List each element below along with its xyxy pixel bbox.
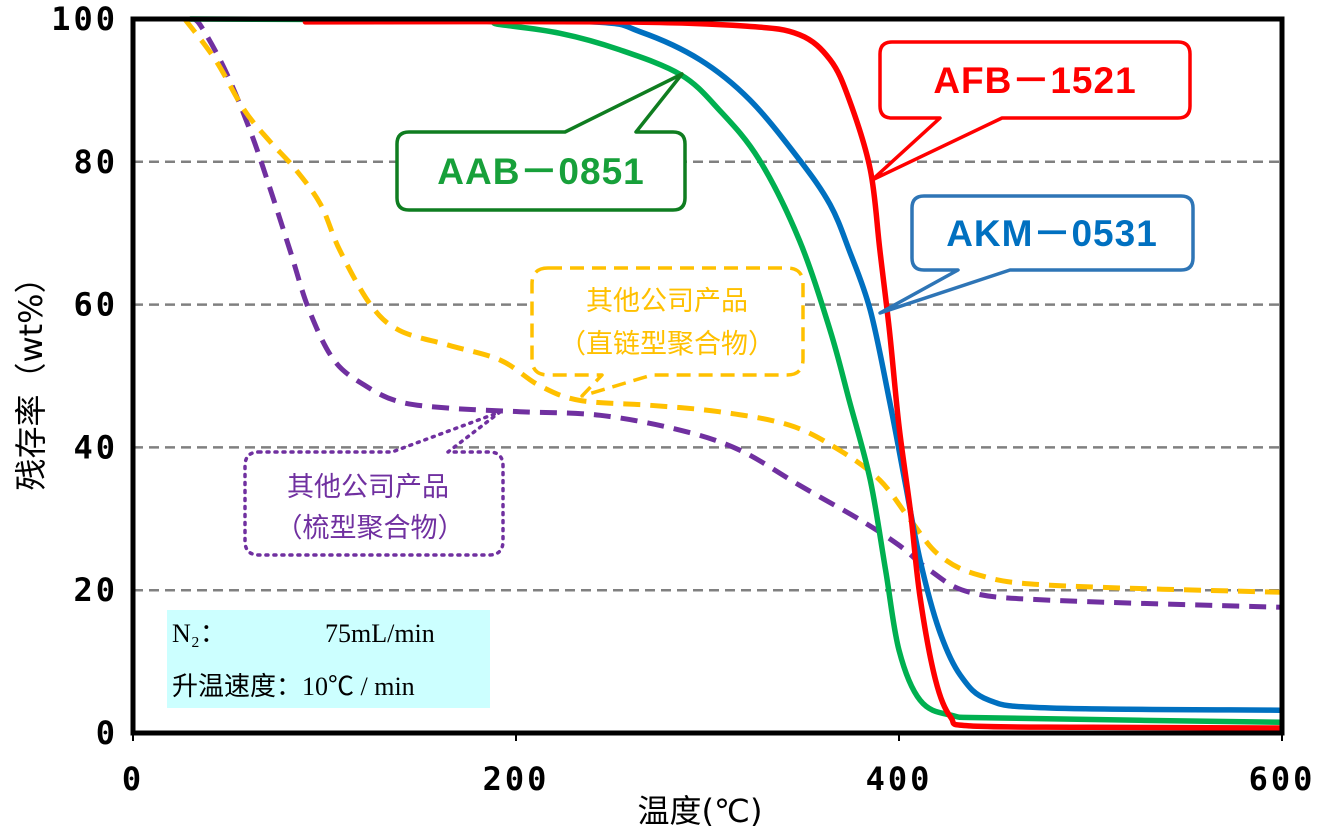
callout-label-line-1: 其他公司产品	[586, 286, 748, 317]
callout-box	[878, 194, 1195, 315]
y-tick-label: 0	[96, 714, 118, 752]
gas-label: N₂：	[172, 619, 226, 648]
callout-label-line-2: （直链型聚合物）	[559, 329, 775, 360]
x-axis-title: 温度(℃)	[638, 792, 763, 830]
callout-box	[395, 72, 687, 212]
conditions-background	[167, 610, 490, 708]
y-tick-label: 80	[73, 143, 118, 181]
callout-label-line-2: （梳型聚合物）	[276, 513, 465, 544]
series-line-series-4	[189, 16, 1282, 610]
callout-box	[243, 410, 505, 557]
callout-label: AAB－0851	[437, 151, 644, 192]
callout-aab-0851: AAB－0851	[395, 72, 687, 212]
x-tick-label: 0	[122, 760, 144, 798]
y-axis-title: 残存率（wt%）	[12, 261, 50, 490]
callout-linear-polymer: 其他公司产品 （直链型聚合物）	[530, 266, 805, 398]
y-tick-label: 20	[73, 571, 118, 609]
plot-frame	[130, 16, 1285, 736]
y-tick-label: 60	[73, 286, 118, 324]
y-tick-label: 40	[73, 428, 118, 466]
x-tick-label: 400	[866, 760, 933, 798]
conditions-box: N₂： 75mL/min 升温速度：10℃ / min	[167, 610, 490, 708]
callout-box	[870, 40, 1192, 182]
callout-akm-0531: AKM－0531	[878, 194, 1195, 315]
callout-label-line-1: 其他公司产品	[287, 472, 449, 503]
tick-layer: 0 20 40 60 80 100 0 200 400 600	[51, 0, 1316, 798]
x-tick-label: 600	[1249, 760, 1316, 798]
callout-box	[530, 266, 805, 398]
callout-comb-polymer: 其他公司产品 （梳型聚合物）	[243, 410, 505, 557]
series-layer	[182, 16, 1282, 731]
series-line-afb-1521	[302, 18, 1282, 731]
series-line-akm-0531	[417, 17, 1282, 713]
callout-afb-1521: AFB－1521	[870, 40, 1192, 182]
callout-label: AFB－1521	[933, 60, 1136, 101]
y-tick-label: 100	[51, 0, 118, 38]
gas-flow: 75mL/min	[325, 619, 435, 648]
callout-label: AKM－0531	[946, 213, 1158, 254]
heating-rate: 升温速度：10℃ / min	[172, 672, 415, 701]
series-line-aab-0851	[187, 16, 1282, 726]
x-tick-label: 200	[483, 760, 550, 798]
